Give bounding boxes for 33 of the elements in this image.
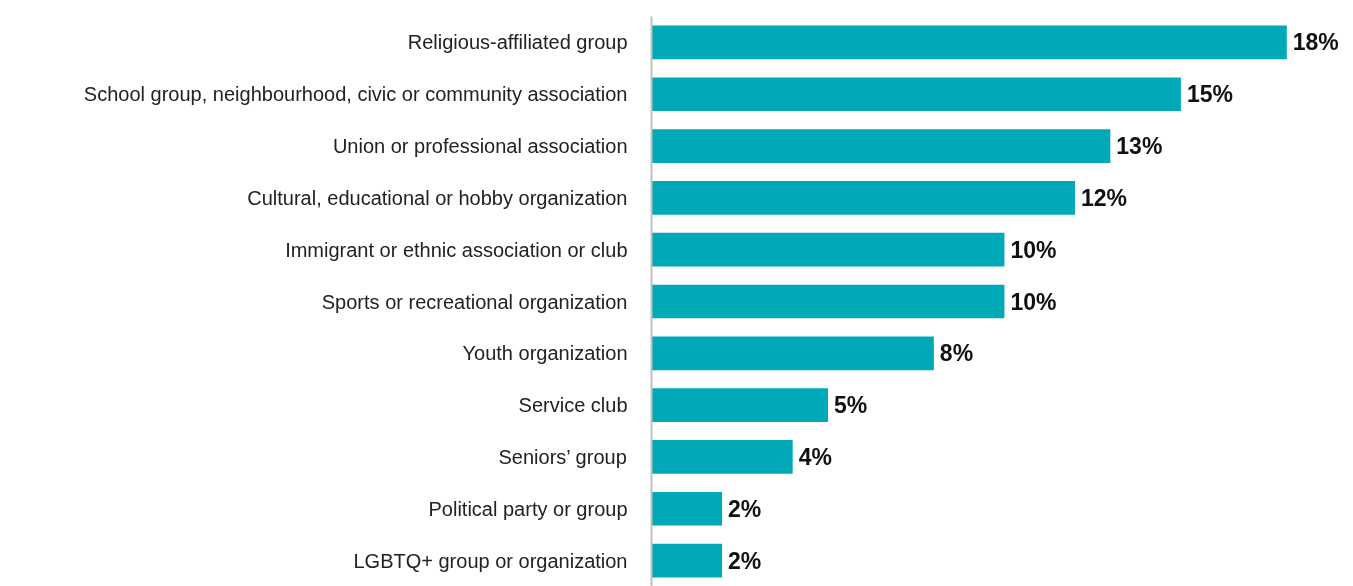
y-tick-label: Seniors’ group	[498, 445, 627, 468]
y-tick-label: Political party or group	[428, 497, 628, 520]
y-tick-label: LGBTQ+ group or organization	[353, 549, 628, 572]
bar	[651, 181, 1076, 215]
y-tick-label: Youth organization	[462, 342, 628, 365]
y-tick-label: Sports or recreational organization	[321, 290, 628, 313]
bar	[651, 388, 828, 422]
data-label: 12%	[1081, 184, 1128, 211]
bar	[651, 77, 1181, 112]
data-label: 5%	[833, 392, 868, 419]
bar	[651, 284, 1005, 319]
y-tick-label: Immigrant or ethnic association or club	[285, 238, 628, 261]
y-tick-label: School group, neighbourhood, civic or community association	[83, 83, 628, 106]
data-label: 13%	[1116, 133, 1163, 160]
bar	[651, 440, 793, 474]
bar	[651, 25, 1287, 60]
data-label: 18%	[1292, 29, 1339, 56]
data-label: 2%	[728, 547, 762, 574]
bar	[651, 129, 1111, 163]
data-label: 8%	[939, 340, 974, 367]
data-label: 4%	[798, 443, 832, 470]
bar	[651, 336, 934, 371]
data-label: 15%	[1186, 81, 1233, 108]
data-label: 2%	[728, 495, 762, 522]
y-tick-label: Union or professional association	[332, 135, 628, 158]
bar	[651, 491, 723, 526]
data-label: 10%	[1010, 288, 1057, 315]
bar	[651, 232, 1005, 267]
data-label: 10%	[1010, 236, 1057, 263]
y-tick-label: Cultural, educational or hobby organization	[247, 186, 628, 209]
y-tick-label: Religious-affiliated group	[407, 31, 628, 54]
y-tick-label: Service club	[518, 394, 628, 417]
bar	[651, 543, 723, 578]
